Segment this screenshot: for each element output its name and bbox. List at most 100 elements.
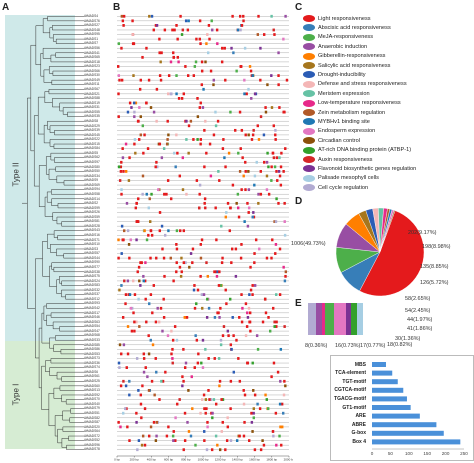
cis-element-mark: [141, 192, 144, 196]
cis-element-mark: [133, 101, 136, 105]
cis-element-mark: [175, 229, 179, 233]
cis-element-mark: [250, 138, 254, 141]
cis-element-mark: [230, 347, 233, 351]
cis-element-mark: [158, 142, 162, 146]
cis-element-mark: [198, 192, 201, 196]
cis-element-mark: [163, 192, 166, 196]
legend-label: Low-temperature responsiveness: [318, 100, 401, 107]
cis-element-mark: [135, 201, 138, 205]
cis-element-mark: [221, 256, 224, 260]
cis-element-mark: [278, 434, 281, 438]
cis-element-mark: [142, 352, 146, 356]
cis-element-mark: [229, 407, 232, 411]
cis-element-mark: [125, 201, 129, 205]
cis-element-mark: [229, 110, 232, 114]
cis-element-mark: [279, 379, 282, 383]
strip-segment: [351, 303, 357, 335]
cis-element-mark: [256, 124, 259, 128]
legend-item: Auxin responsiveness: [303, 155, 372, 164]
b-axis-tick-label: 2000 bp: [284, 458, 293, 462]
cis-element-mark: [205, 261, 208, 265]
cis-element-mark: [243, 46, 247, 50]
cis-element-mark: [282, 411, 285, 415]
cis-element-mark: [275, 156, 279, 160]
gene-label: AtMADS74: [84, 365, 100, 370]
cis-element-mark: [273, 33, 276, 36]
cis-element-mark: [216, 443, 219, 447]
cis-element-mark: [120, 188, 123, 192]
cis-element-mark: [192, 74, 196, 77]
cis-element-mark: [124, 142, 128, 146]
cis-element-mark: [207, 306, 211, 310]
legend-label: Drought-inducibility: [318, 71, 366, 78]
cis-element-mark: [195, 338, 199, 342]
cis-element-mark: [279, 165, 283, 169]
cis-element-mark: [251, 215, 254, 219]
cis-element-mark: [278, 174, 282, 178]
cis-element-mark: [200, 60, 204, 64]
cis-element-mark: [244, 170, 247, 173]
legend-swatch: [303, 109, 315, 116]
legend-label: AT-rich DNA binding protein (ATBP-1): [318, 147, 412, 154]
gene-label: AtMADS36: [84, 360, 100, 365]
cis-element-mark: [231, 14, 234, 18]
cis-element-mark: [122, 24, 125, 27]
cis-element-mark: [237, 151, 240, 155]
hbar-bar: [372, 396, 407, 402]
cis-element-mark: [270, 375, 273, 379]
cis-element-mark: [284, 274, 287, 278]
cis-element-mark: [201, 306, 204, 310]
cis-element-mark: [165, 192, 168, 196]
cis-element-mark: [134, 206, 137, 210]
legend-swatch: [303, 165, 315, 173]
cis-element-mark: [216, 119, 220, 123]
legend-item: Defense and stress responsiveness: [303, 80, 407, 89]
legend-item: Endosperm expression: [303, 127, 375, 136]
gene-label: AtMADS57: [84, 251, 100, 256]
cis-element-mark: [220, 398, 223, 401]
cis-element-mark: [228, 229, 231, 233]
legend-swatch: [303, 99, 315, 107]
cis-element-mark: [278, 106, 281, 109]
gene-label: AtMADS77: [84, 264, 100, 269]
cis-element-mark: [186, 74, 190, 77]
cis-element-mark: [229, 439, 233, 442]
cis-element-mark: [202, 87, 205, 91]
strip-segment: [316, 303, 322, 335]
cis-element-mark: [218, 270, 221, 274]
cis-element-mark: [159, 306, 163, 310]
strip-segment: [334, 303, 346, 335]
cis-element-mark: [283, 233, 287, 237]
cis-element-mark: [137, 297, 140, 301]
cis-element-mark: [213, 357, 216, 360]
gene-label: AtMADS87: [84, 420, 100, 425]
cis-element-mark: [249, 329, 252, 333]
cis-element-mark: [161, 329, 164, 333]
cis-element-mark: [130, 306, 134, 310]
legend-label: Abscisic acid responsiveness: [318, 24, 391, 31]
cis-element-mark: [242, 402, 246, 406]
cis-element-mark: [217, 170, 220, 173]
cis-element-mark: [262, 133, 266, 137]
cis-element-mark: [278, 402, 282, 406]
cis-element-mark: [176, 151, 179, 155]
gene-label: AtMADS33: [84, 337, 100, 342]
cis-element-mark: [185, 192, 188, 196]
cis-element-mark: [164, 370, 167, 374]
cis-element-mark: [245, 325, 249, 328]
cis-element-mark: [199, 411, 202, 415]
b-axis-tick-label: 800 bp: [181, 458, 191, 462]
hbar-bar: [372, 405, 411, 410]
cis-element-mark: [132, 311, 135, 315]
cis-element-mark: [198, 106, 202, 109]
cis-element-mark: [216, 42, 219, 46]
cis-element-mark: [222, 138, 225, 141]
cis-element-mark: [283, 220, 286, 223]
cis-element-mark: [281, 425, 284, 429]
gene-label: AtMADS60: [84, 383, 100, 388]
legend-item: Light responsiveness: [303, 14, 371, 23]
cis-element-mark: [130, 329, 134, 333]
cis-element-mark: [181, 156, 185, 160]
cis-element-mark: [235, 338, 238, 342]
legend-item: Gibberellin-responsiveness: [303, 52, 385, 61]
